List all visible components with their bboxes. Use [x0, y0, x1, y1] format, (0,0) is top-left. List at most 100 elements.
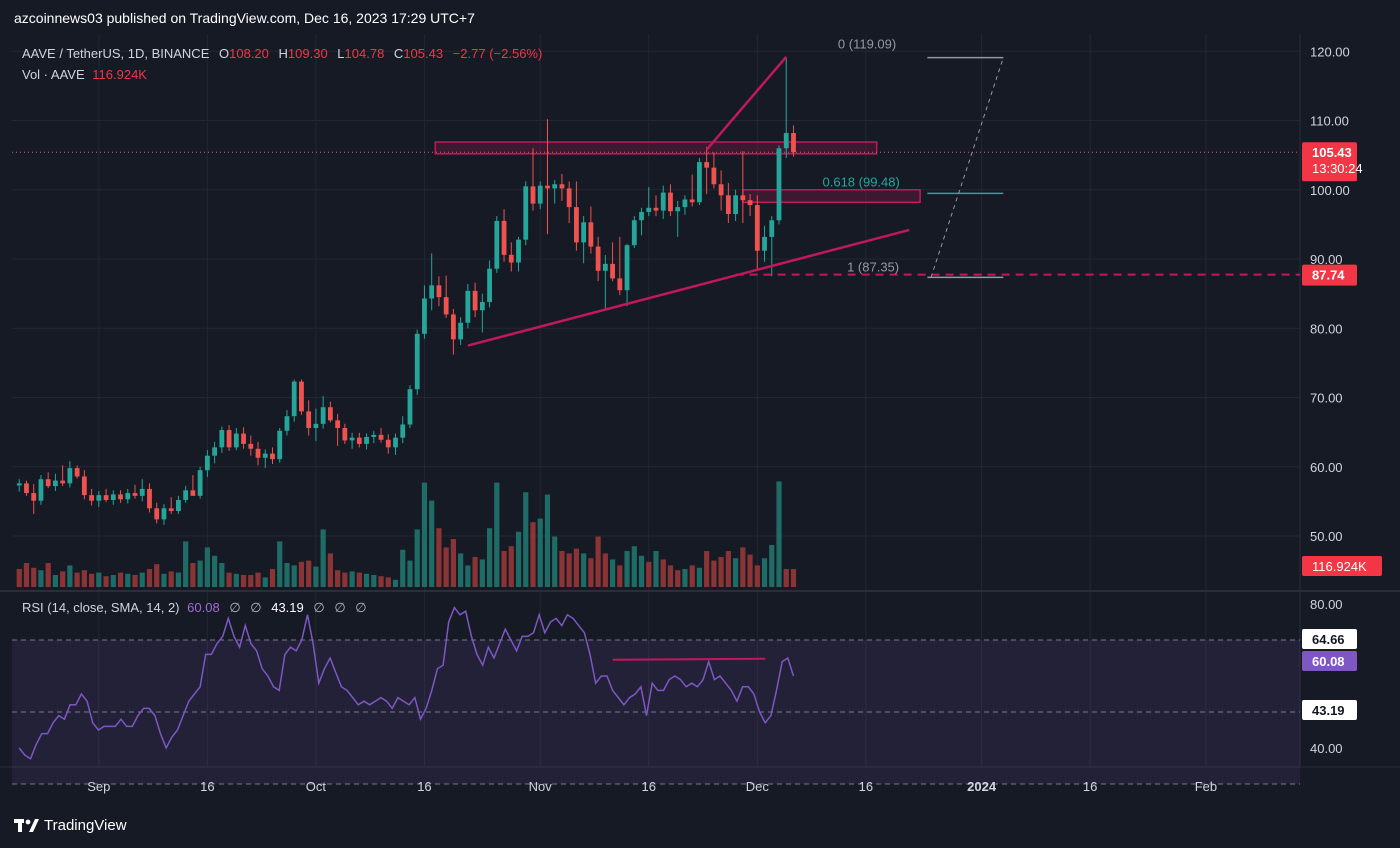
candle-body — [675, 207, 681, 212]
candle-body — [139, 488, 145, 496]
candle-body — [371, 434, 377, 437]
candle-body — [154, 508, 160, 520]
candle-body — [284, 416, 290, 431]
candle-body — [168, 508, 174, 512]
volume-bar — [465, 565, 471, 587]
volume-bar — [248, 575, 254, 587]
volume-label[interactable]: Vol · AAVE — [22, 67, 85, 82]
candle-body — [422, 298, 427, 334]
rsi-upper-tag: 64.66 — [1302, 629, 1357, 649]
volume-bar — [400, 549, 406, 587]
candle-body — [704, 162, 710, 168]
time-tick-label: Dec — [746, 779, 770, 794]
volume-bar — [436, 528, 442, 587]
candle-body — [776, 148, 782, 221]
open-label: O — [219, 46, 230, 61]
mid-zone — [742, 189, 921, 204]
volume-bar — [175, 572, 182, 587]
price-tick-label: 80.00 — [1310, 321, 1343, 336]
candle-body — [545, 185, 550, 189]
volume-bar — [689, 565, 695, 587]
volume-bar — [776, 481, 782, 587]
candle-body — [103, 495, 109, 500]
volume-bar — [653, 551, 659, 587]
rsi-na-4: ∅ — [334, 600, 346, 615]
rally-line — [705, 56, 788, 151]
volume-bar — [537, 518, 543, 587]
candle-body — [747, 200, 753, 206]
candle-body — [443, 297, 449, 315]
candle-body — [508, 254, 514, 263]
brand-footer[interactable]: TradingView — [14, 817, 127, 834]
candle-body — [458, 322, 464, 340]
volume-bar — [313, 566, 319, 587]
candle-body — [349, 437, 355, 441]
candle-body — [277, 430, 283, 460]
candle-body — [465, 290, 471, 323]
volume-bar — [747, 554, 753, 587]
rsi-tick-label: 40.00 — [1310, 741, 1343, 756]
volume-bar — [696, 567, 703, 587]
candle-body — [725, 195, 731, 215]
volume-bar — [761, 558, 768, 587]
volume-value: 116.924K — [92, 67, 147, 82]
volume-bars — [16, 481, 797, 587]
volume-bar — [132, 575, 138, 587]
price-tick-label: 120.00 — [1310, 44, 1350, 59]
volume-bar — [581, 553, 587, 587]
candle-body — [118, 494, 123, 500]
volume-bar — [508, 546, 514, 587]
candle-body — [516, 239, 521, 263]
volume-bar — [363, 573, 370, 587]
volume-bar — [769, 545, 775, 587]
rsi-upper-tag-bg — [1302, 629, 1357, 649]
volume-bar — [306, 560, 312, 587]
volume-bar — [602, 553, 608, 587]
volume-bar — [501, 551, 507, 587]
candle-body — [176, 499, 181, 512]
last-price-tag-bg — [1302, 142, 1357, 182]
candle-body — [125, 493, 131, 500]
rsi-divergence-line — [612, 657, 766, 661]
candle-body — [697, 162, 702, 203]
volume-bar — [183, 541, 189, 587]
rsi-label[interactable]: RSI (14, close, SMA, 14, 2) — [22, 600, 180, 615]
rsi-na-5: ∅ — [355, 600, 367, 615]
volume-bar — [60, 571, 66, 587]
volume-bar — [190, 563, 196, 587]
candle-body — [762, 236, 767, 251]
candle-body — [566, 188, 572, 208]
volume-tag-text: 116.924K — [1312, 559, 1367, 574]
volume-bar — [414, 529, 420, 587]
candle-body — [197, 470, 203, 496]
volume-bar — [559, 551, 565, 587]
symbol-name[interactable]: AAVE / TetherUS, 1D, BINANCE — [22, 46, 210, 61]
volume-bar — [704, 551, 710, 587]
rsi-value-tag: 60.08 — [1302, 651, 1357, 671]
rsi-value-tag-text: 60.08 — [1312, 654, 1345, 669]
candle-body — [407, 389, 413, 425]
low-value: 104.78 — [344, 46, 385, 61]
candle-body — [450, 314, 456, 340]
rsi-na-1: ∅ — [229, 600, 241, 615]
last-price-tag-text: 105.43 — [1312, 145, 1352, 160]
close-value: 105.43 — [403, 46, 444, 61]
volume-bar — [269, 569, 276, 587]
candle-body — [81, 476, 87, 496]
candle-body — [711, 167, 717, 185]
candle-body — [610, 263, 615, 279]
volume-bar — [67, 565, 73, 587]
volume-bar — [675, 570, 681, 587]
candle-body — [414, 333, 420, 390]
volume-bar — [646, 561, 652, 587]
candle-body — [183, 490, 189, 500]
volume-tag: 116.924K — [1302, 556, 1382, 576]
rsi-sma-tag-text: 43.19 — [1312, 703, 1345, 718]
candle-body — [327, 407, 333, 421]
volume-bar — [472, 557, 478, 587]
candle-body — [595, 246, 601, 271]
volume-bar — [96, 572, 102, 587]
rsi-legend: RSI (14, close, SMA, 14, 2) 60.08 ∅ ∅ 43… — [22, 600, 367, 616]
